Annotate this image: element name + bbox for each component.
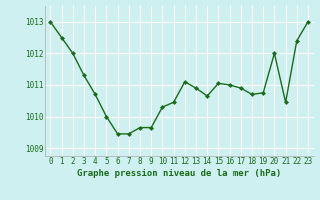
X-axis label: Graphe pression niveau de la mer (hPa): Graphe pression niveau de la mer (hPa) [77,169,281,178]
